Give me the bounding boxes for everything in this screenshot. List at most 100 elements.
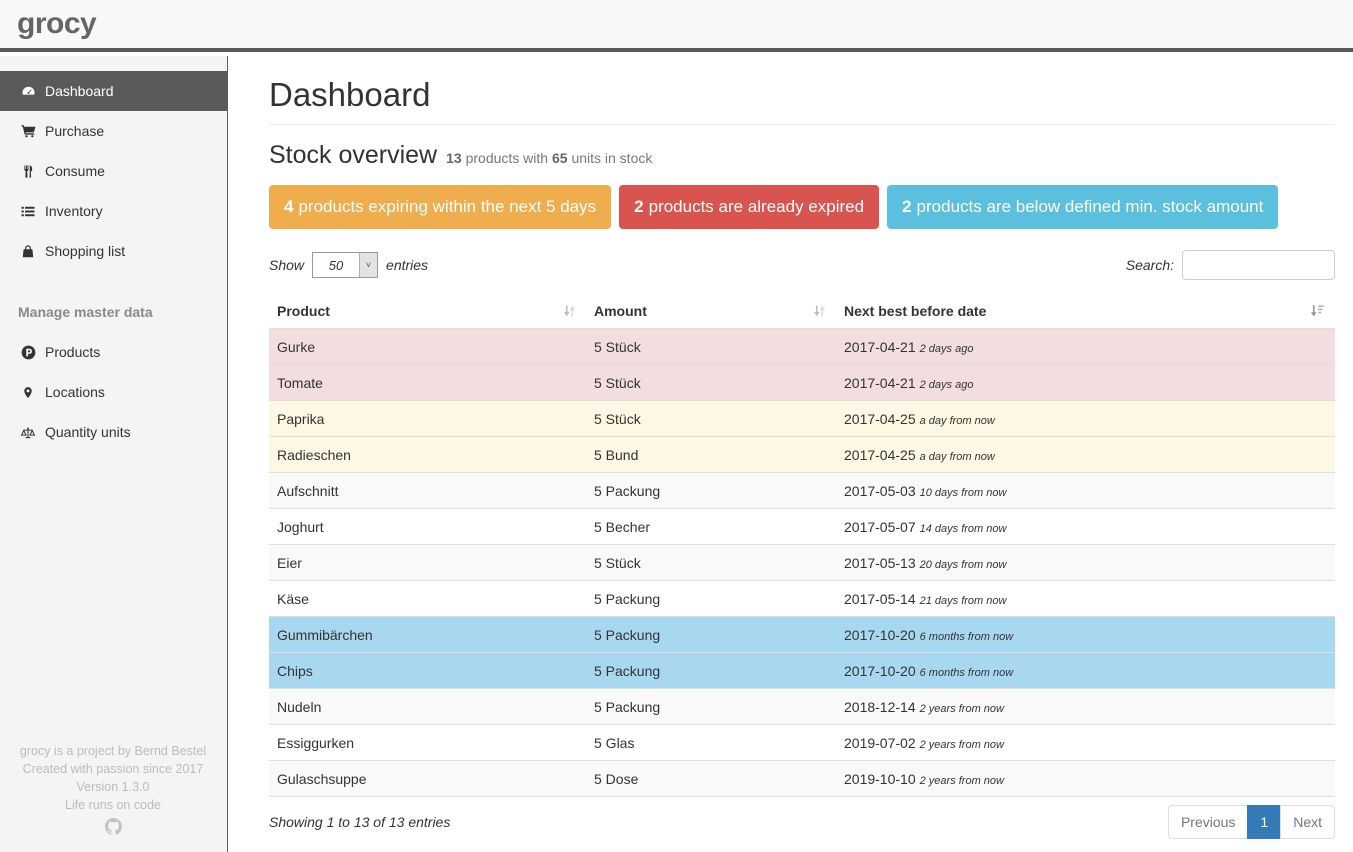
main-content: Dashboard Stock overview 13 products wit…: [229, 56, 1353, 852]
table-row: Eier 5 Stück 2017-05-13 20 days from now: [269, 544, 1335, 581]
cell-amount: 5 Dose: [586, 760, 836, 797]
cell-best-before: 2017-05-14 21 days from now: [836, 580, 1335, 617]
cell-amount: 5 Packung: [586, 472, 836, 509]
cell-amount: 5 Packung: [586, 688, 836, 725]
cell-product: Tomate: [269, 364, 586, 401]
section-subtitle: 13 products with 65 units in stock: [446, 150, 653, 166]
sidebar-footer-line: Version 1.3.0: [76, 780, 150, 794]
column-header-best-before[interactable]: Next best before date: [836, 294, 1335, 329]
column-header-product[interactable]: Product: [269, 294, 586, 329]
page-title: Dashboard: [269, 76, 431, 113]
chevron-down-icon: ˅: [359, 253, 378, 277]
column-header-amount[interactable]: Amount: [586, 294, 836, 329]
table-row: Essiggurken 5 Glas 2019-07-02 2 years from …: [269, 724, 1335, 761]
table-row: Radieschen 5 Bund 2017-04-25 a day from now: [269, 436, 1335, 473]
cell-amount: 5 Packung: [586, 616, 836, 653]
table-controls: Show 50 ˅ entries Search:: [269, 250, 1335, 280]
cell-amount: 5 Stück: [586, 544, 836, 581]
table-row: Nudeln 5 Packung 2018-12-14 2 years from no…: [269, 688, 1335, 725]
cell-amount: 5 Packung: [586, 580, 836, 617]
cell-best-before: 2017-05-13 20 days from now: [836, 544, 1335, 581]
pagination-next[interactable]: Next: [1280, 805, 1335, 839]
cell-product: Paprika: [269, 400, 586, 437]
status-badges: 4 products expiring within the next 5 day…: [269, 185, 1335, 229]
table-row: Paprika 5 Stück 2017-04-25 a day from now: [269, 400, 1335, 437]
stock-overview-header: Stock overview 13 products with 65 units…: [269, 141, 1335, 170]
page-size-select[interactable]: 50 ˅: [312, 252, 379, 278]
table-row: Gulaschsuppe 5 Dose 2019-10-10 2 years from…: [269, 760, 1335, 797]
cell-best-before: 2017-04-25 a day from now: [836, 400, 1335, 437]
cell-amount: 5 Packung: [586, 652, 836, 689]
search-label: Search:: [1125, 257, 1174, 273]
cell-amount: 5 Stück: [586, 364, 836, 401]
title-divider: [269, 124, 1335, 125]
stock-table: Product Amount Next best before date Gur…: [269, 294, 1335, 797]
cell-product: Eier: [269, 544, 586, 581]
pagination-page-1[interactable]: 1: [1247, 805, 1282, 839]
sidebar-footer: grocy is a project by Bernd Bestel Create…: [0, 742, 226, 840]
sidebar-footer-lines: grocy is a project by Bernd Bestel Create…: [0, 742, 226, 814]
cell-amount: 5 Bund: [586, 436, 836, 473]
sort-icon-product: [563, 305, 576, 318]
cell-product: Radieschen: [269, 436, 586, 473]
top-navbar: grocy: [0, 0, 1353, 52]
cell-product: Aufschnitt: [269, 472, 586, 509]
table-row: Käse 5 Packung 2017-05-14 21 days from now: [269, 580, 1335, 617]
status-badge[interactable]: 2 products are already expired: [619, 185, 880, 229]
page-size-value: 50: [328, 257, 344, 273]
map-marker-icon: [18, 385, 38, 400]
cell-best-before: 2018-12-14 2 years from now: [836, 688, 1335, 725]
cell-amount: 5 Becher: [586, 508, 836, 545]
sidebar-item-shopping-list[interactable]: Shopping list: [0, 231, 227, 271]
sidebar-section-header: Manage master data: [18, 304, 153, 320]
sidebar-item-dashboard[interactable]: Dashboard: [0, 71, 227, 111]
cell-product: Joghurt: [269, 508, 586, 545]
sidebar-footer-line: Life runs on code: [65, 798, 161, 812]
table-row: Tomate 5 Stück 2017-04-21 2 days ago: [269, 364, 1335, 401]
cell-product: Käse: [269, 580, 586, 617]
sort-icon-amount: [813, 305, 826, 318]
sidebar: Dashboard Purchase Consume Inventory Shoppin…: [0, 56, 228, 852]
cell-best-before: 2019-07-02 2 years from now: [836, 724, 1335, 761]
sidebar-item-products[interactable]: Products: [0, 332, 227, 372]
sidebar-footer-line: grocy is a project by Bernd Bestel: [19, 744, 207, 758]
status-badge[interactable]: 2 products are below defined min. stock a…: [887, 185, 1279, 229]
units-count: 65: [551, 150, 568, 166]
cell-best-before: 2017-10-20 6 months from now: [836, 616, 1335, 653]
sort-icon-best-before-active: [1310, 305, 1325, 318]
balance-scale-icon: [18, 425, 38, 440]
shopping-bag-icon: [18, 244, 38, 259]
search-input[interactable]: [1182, 250, 1335, 280]
cell-product: Chips: [269, 652, 586, 689]
status-badge[interactable]: 4 products expiring within the next 5 day…: [269, 185, 612, 229]
cell-best-before: 2017-05-07 14 days from now: [836, 508, 1335, 545]
shopping-cart-icon: [18, 124, 38, 138]
cell-best-before: 2017-04-21 2 days ago: [836, 364, 1335, 401]
sidebar-item-locations[interactable]: Locations: [0, 372, 227, 412]
show-label: Show: [269, 257, 305, 273]
app-logo[interactable]: grocy: [17, 7, 97, 40]
table-footer: Showing 1 to 13 of 13 entries Previous 1…: [269, 805, 1335, 839]
sidebar-item-purchase[interactable]: Purchase: [0, 111, 227, 151]
cell-product: Gummibärchen: [269, 616, 586, 653]
cell-best-before: 2017-04-25 a day from now: [836, 436, 1335, 473]
pagination: Previous 1 Next: [1167, 805, 1335, 839]
cell-product: Nudeln: [269, 688, 586, 725]
cell-best-before: 2017-05-03 10 days from now: [836, 472, 1335, 509]
products-count: 13: [446, 150, 462, 166]
search-area: Search:: [1126, 250, 1335, 280]
sidebar-footer-line: Created with passion since 2017: [22, 762, 204, 776]
sidebar-item-consume[interactable]: Consume: [0, 151, 227, 191]
github-icon[interactable]: [0, 818, 226, 840]
product-hunt-icon: [18, 345, 38, 360]
table-row: Gummibärchen 5 Packung 2017-10-20 6 months …: [269, 616, 1335, 653]
cell-product: Gurke: [269, 328, 586, 365]
table-row: Aufschnitt 5 Packung 2017-05-03 10 days fro…: [269, 472, 1335, 509]
table-row: Chips 5 Packung 2017-10-20 6 months from no…: [269, 652, 1335, 689]
table-row: Joghurt 5 Becher 2017-05-07 14 days from no…: [269, 508, 1335, 545]
pagination-previous[interactable]: Previous: [1167, 805, 1249, 839]
sidebar-item-inventory[interactable]: Inventory: [0, 191, 227, 231]
sidebar-item-quantity-units[interactable]: Quantity units: [0, 412, 227, 452]
cell-best-before: 2017-10-20 6 months from now: [836, 652, 1335, 689]
cell-best-before: 2017-04-21 2 days ago: [836, 328, 1335, 365]
